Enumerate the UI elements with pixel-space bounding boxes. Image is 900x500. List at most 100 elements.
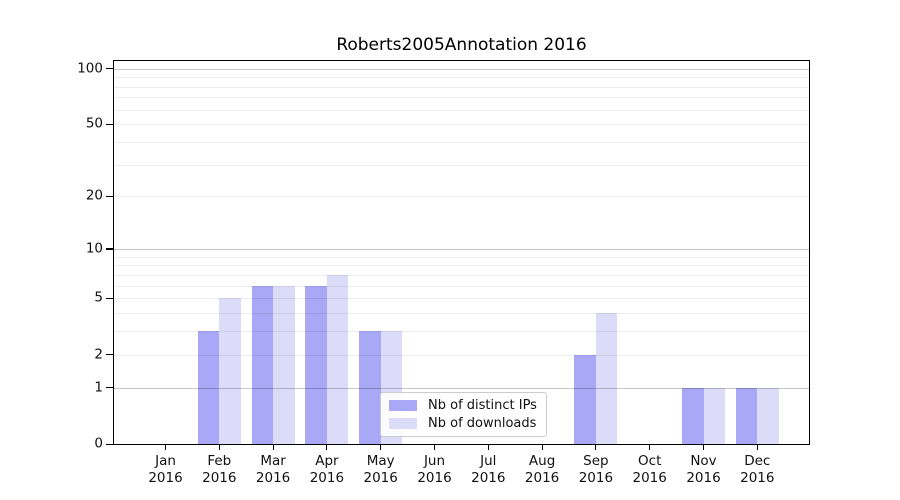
legend-swatch-nb-of-downloads [389,418,417,429]
y-tick-mark [106,248,113,250]
minor-gridline [114,164,809,166]
bar-nb-of-distinct-ips [197,331,220,444]
legend-item: Nb of downloads [389,416,537,431]
x-tick-label: Dec 2016 [722,453,792,487]
x-tick-year: 2016 [632,470,667,486]
x-tick-month: Jul [480,453,497,469]
bar-nb-of-downloads [703,387,725,444]
minor-gridline [114,86,809,88]
bar-nb-of-distinct-ips [359,331,381,444]
y-tick-mark [106,443,113,445]
x-tick-mark [487,444,489,450]
x-tick-month: Feb [207,453,232,469]
x-tick-label: Apr 2016 [292,453,362,487]
legend: Nb of distinct IPs Nb of downloads [380,392,547,437]
y-tick-label: 100 [77,59,103,76]
x-tick-label: Nov 2016 [669,453,739,487]
major-gridline [114,387,809,389]
legend-swatch-nb-of-distinct-ips [389,400,417,411]
x-tick-mark [649,444,651,450]
x-tick-month: Sep [583,453,609,469]
x-tick-year: 2016 [363,470,398,486]
x-tick-year: 2016 [309,470,345,486]
x-tick-month: May [366,453,395,469]
chart-title: Roberts2005Annotation 2016 [336,35,587,55]
x-tick-mark [756,444,758,450]
bar-nb-of-distinct-ips [305,285,327,444]
bar-nb-of-distinct-ips [682,387,704,444]
major-gridline [114,248,809,250]
y-tick-mark [106,387,113,389]
x-tick-year: 2016 [686,470,721,486]
minor-gridline [114,313,809,315]
minor-gridline [114,256,809,258]
x-tick-month: Mar [260,453,286,469]
x-tick-year: 2016 [148,470,183,486]
y-tick-label: 5 [94,289,103,306]
x-tick-year: 2016 [524,470,560,486]
legend-label: Nb of distinct IPs [428,398,537,413]
y-tick-mark [106,123,113,125]
y-tick-label: 2 [94,345,103,362]
y-tick-mark [106,354,113,356]
y-tick-label: 50 [85,115,103,132]
x-tick-year: 2016 [578,470,614,486]
x-tick-label: Sep 2016 [561,453,631,487]
y-tick-label: 10 [85,240,103,257]
minor-gridline [114,331,809,333]
y-tick-label: 0 [94,435,103,452]
bar-nb-of-downloads [595,313,618,444]
minor-gridline [114,265,809,267]
gridlines-layer [114,61,809,444]
bar-nb-of-downloads [326,274,349,444]
bar-nb-of-distinct-ips [574,354,596,444]
y-tick-label: 20 [85,187,103,204]
y-tick-mark [106,195,113,198]
plot-area: 0 1 2 5 10 20 50 100 Jan 2016 Feb 2016 Mar 2016 Apr 201… [77,60,810,486]
minor-gridline [114,196,809,198]
x-tick-mark [164,444,167,450]
x-tick-label: Oct 2016 [615,453,685,487]
x-tick-year: 2016 [202,470,237,486]
x-tick-mark [595,444,597,450]
x-tick-mark [380,444,382,450]
x-tick-year: 2016 [417,470,452,486]
x-tick-label: May 2016 [346,453,416,487]
x-tick-month: Nov [690,453,717,469]
x-tick-month: Aug [528,453,556,469]
x-tick-month: Apr [315,453,339,469]
x-tick-year: 2016 [471,470,506,486]
x-tick-label: Aug 2016 [507,453,577,487]
bar-nb-of-downloads [757,387,779,444]
bar-nb-of-downloads [219,298,241,444]
minor-gridline [114,274,809,276]
minor-gridline [114,124,809,126]
x-tick-label: Jul 2016 [453,453,523,487]
x-tick-month: Jun [423,453,446,469]
x-tick-mark [433,444,436,450]
bar-nb-of-downloads [273,285,295,444]
x-tick-label: Jan 2016 [131,453,201,487]
x-tick-month: Dec [744,453,771,469]
minor-gridline [114,97,809,99]
minor-gridline [114,298,809,300]
minor-gridline [114,285,809,287]
axis-ticks-layer: 0 1 2 5 10 20 50 100 Jan 2016 Feb 2016 Mar 2016 Apr 201… [77,61,809,486]
y-tick-label: 1 [94,378,103,395]
bars-layer [114,61,809,444]
x-tick-year: 2016 [255,470,291,486]
legend-item: Nb of distinct IPs [389,398,537,413]
x-tick-year: 2016 [740,470,775,486]
x-tick-mark [541,444,543,450]
x-tick-mark [326,444,328,450]
minor-gridline [114,354,809,356]
x-tick-label: Feb 2016 [184,453,254,487]
x-tick-month: Oct [638,453,662,469]
x-tick-month: Jan [155,453,176,469]
legend-label: Nb of downloads [428,416,537,431]
x-tick-mark [218,444,220,450]
x-tick-mark [272,444,274,450]
y-tick-mark [106,68,113,70]
bar-nb-of-distinct-ips [735,387,758,444]
